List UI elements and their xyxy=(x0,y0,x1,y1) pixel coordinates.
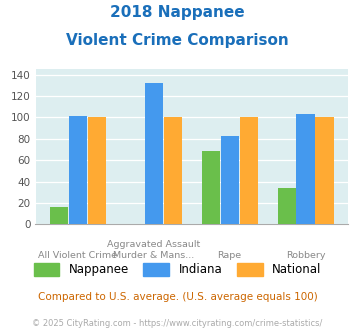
Bar xyxy=(296,114,315,224)
Text: Robbery: Robbery xyxy=(286,251,325,260)
Bar xyxy=(50,207,68,224)
Text: All Violent Crime: All Violent Crime xyxy=(38,251,117,260)
Bar xyxy=(88,117,106,224)
Bar xyxy=(202,150,220,224)
Bar xyxy=(240,117,258,224)
Bar xyxy=(278,188,296,224)
Text: Murder & Mans...: Murder & Mans... xyxy=(113,251,194,260)
Bar xyxy=(164,117,182,224)
Bar xyxy=(316,117,334,224)
Text: Rape: Rape xyxy=(218,251,242,260)
Text: © 2025 CityRating.com - https://www.cityrating.com/crime-statistics/: © 2025 CityRating.com - https://www.city… xyxy=(32,319,323,328)
Legend: Nappanee, Indiana, National: Nappanee, Indiana, National xyxy=(29,258,326,281)
Text: Compared to U.S. average. (U.S. average equals 100): Compared to U.S. average. (U.S. average … xyxy=(38,292,317,302)
Text: Aggravated Assault: Aggravated Assault xyxy=(107,240,200,249)
Text: 2018 Nappanee: 2018 Nappanee xyxy=(110,5,245,20)
Bar xyxy=(69,116,87,224)
Text: Violent Crime Comparison: Violent Crime Comparison xyxy=(66,33,289,48)
Bar xyxy=(220,136,239,224)
Bar xyxy=(144,83,163,224)
